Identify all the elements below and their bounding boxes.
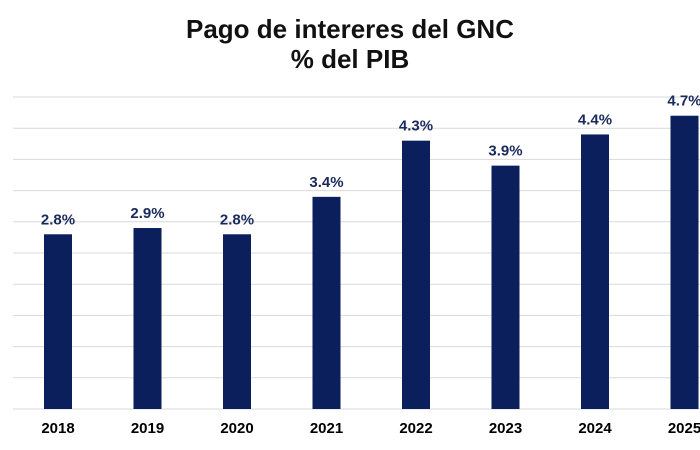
x-axis-tick-labels: 2018 2019 2020 2021 2022 2023 2024 2025 bbox=[41, 420, 700, 437]
data-label-2018: 2.8% bbox=[41, 211, 75, 228]
chart-title-line-2: % del PIB bbox=[290, 44, 410, 74]
data-labels: 2.8% 2.9% 2.8% 3.4% 4.3% 3.9% 4.4% 4.7% bbox=[41, 93, 700, 229]
bar-2023 bbox=[491, 165, 520, 409]
bar-2021 bbox=[312, 196, 341, 409]
data-label-2020: 2.8% bbox=[220, 211, 254, 228]
x-tick-label-2018: 2018 bbox=[41, 420, 74, 437]
bars bbox=[44, 115, 699, 409]
data-label-2022: 4.3% bbox=[399, 118, 433, 135]
bar-2020 bbox=[223, 234, 251, 409]
x-tick-label-2020: 2020 bbox=[220, 420, 253, 437]
data-label-2025: 4.7% bbox=[667, 93, 700, 110]
data-label-2024: 4.4% bbox=[578, 111, 612, 128]
data-label-2019: 2.9% bbox=[130, 205, 164, 222]
x-tick-label-2023: 2023 bbox=[489, 420, 522, 437]
bar-2025 bbox=[670, 115, 699, 409]
bar-2018 bbox=[44, 234, 72, 409]
x-tick-label-2022: 2022 bbox=[399, 420, 432, 437]
bar-2024 bbox=[581, 134, 609, 409]
x-tick-label-2019: 2019 bbox=[131, 420, 164, 437]
data-label-2023: 3.9% bbox=[488, 143, 522, 160]
bar-2019 bbox=[133, 228, 162, 409]
chart-title-line-1: Pago de intereres del GNC bbox=[186, 14, 514, 44]
x-tick-label-2024: 2024 bbox=[578, 420, 612, 437]
bar-2022 bbox=[402, 140, 430, 409]
data-label-2021: 3.4% bbox=[309, 174, 343, 191]
x-tick-label-2025: 2025 bbox=[668, 420, 700, 437]
chart-title: Pago de intereres del GNC % del PIB bbox=[0, 14, 700, 74]
x-tick-label-2021: 2021 bbox=[310, 420, 343, 437]
